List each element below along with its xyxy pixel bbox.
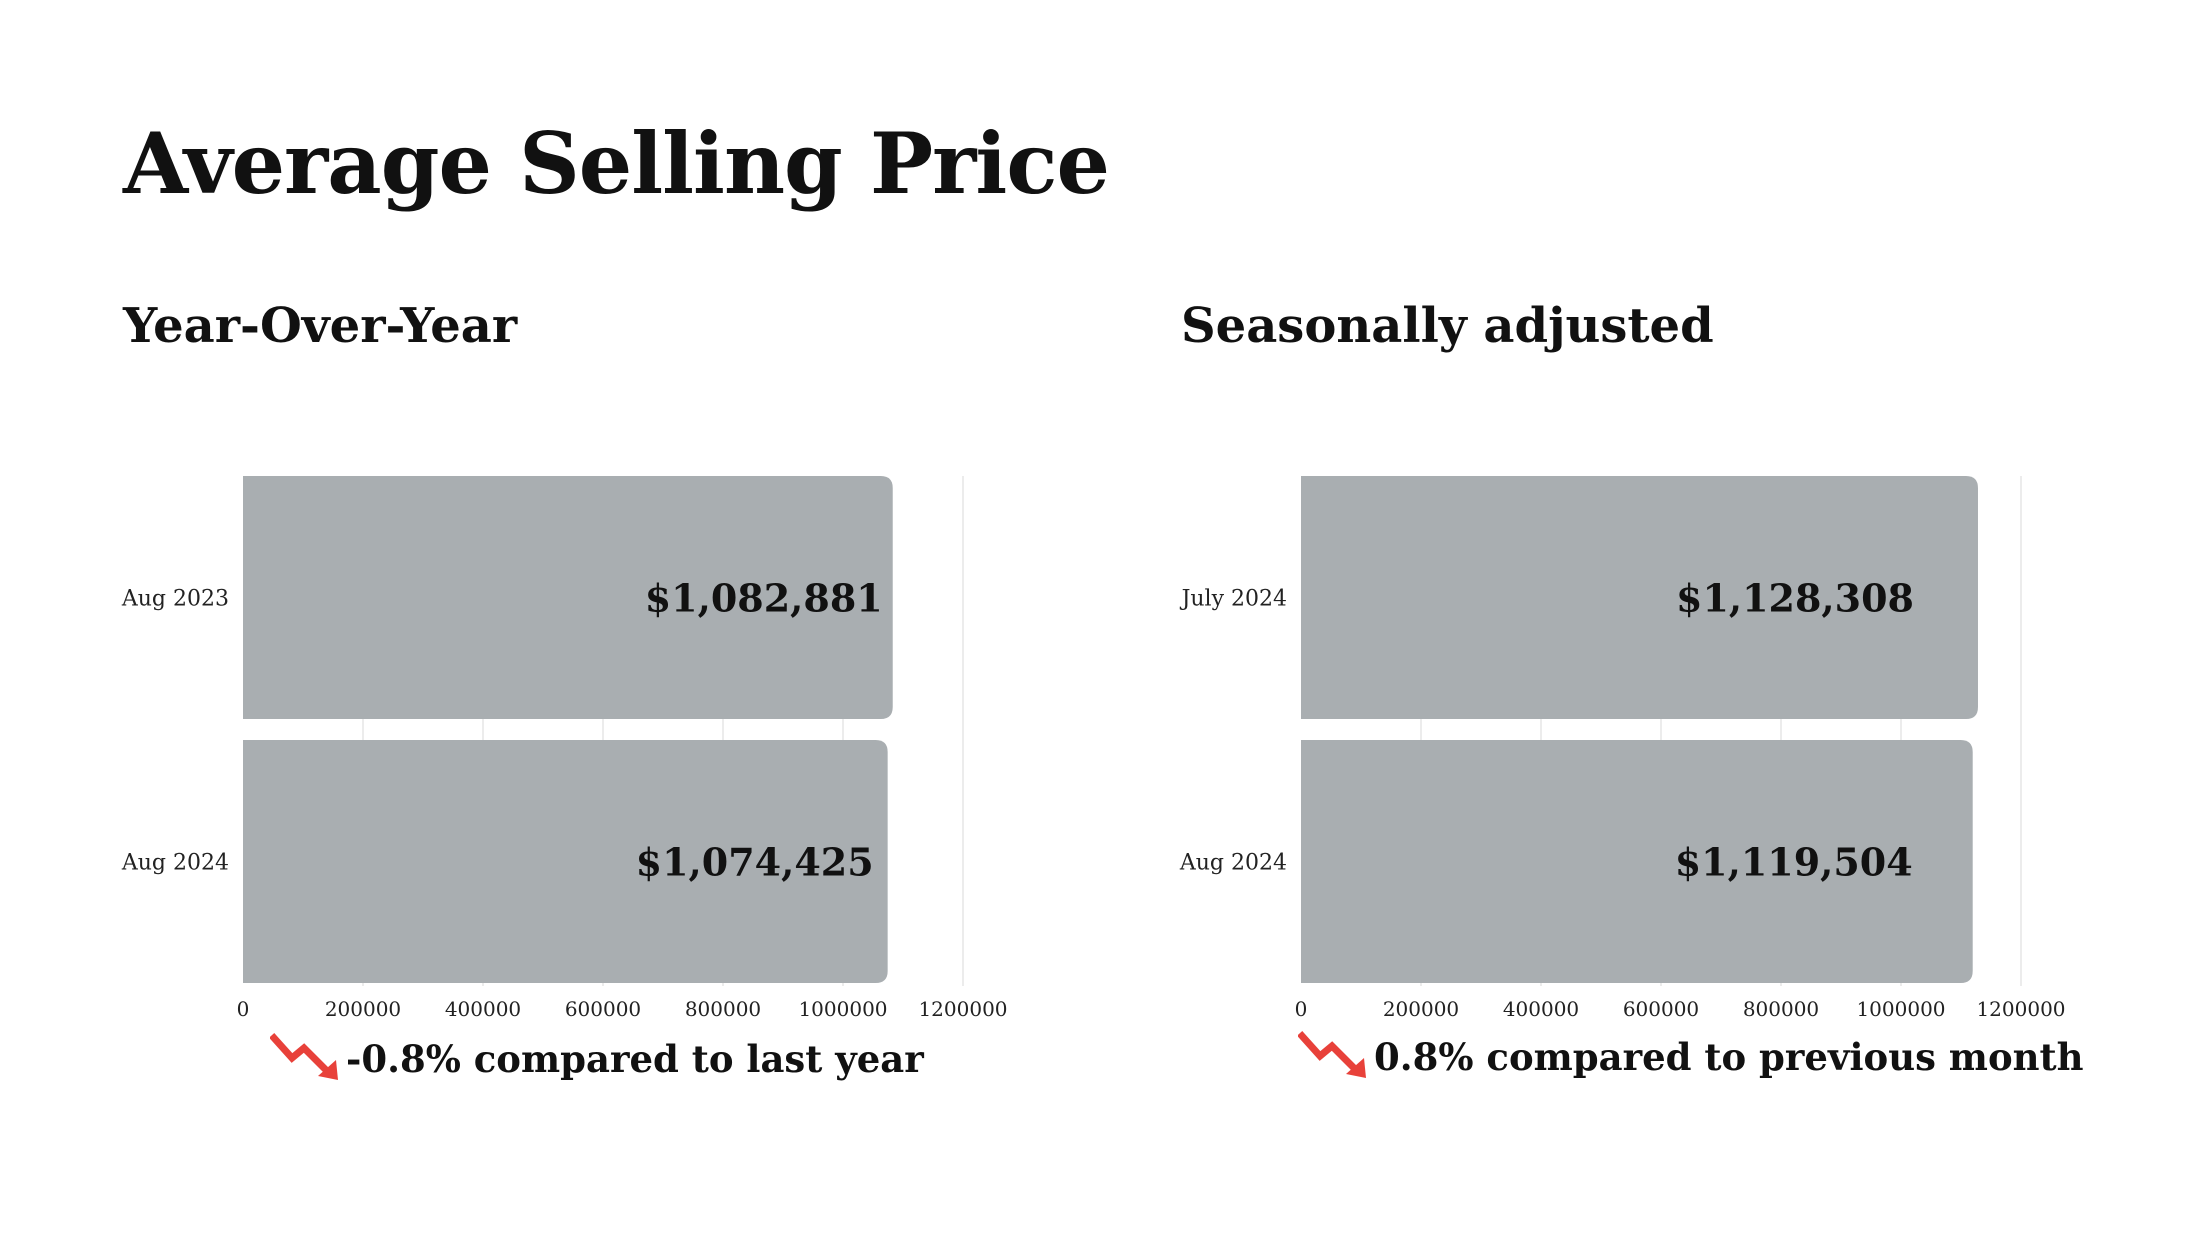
x-tick-label: 800000: [1743, 997, 1819, 1021]
summary-text: -0.8% compared to last year: [346, 1036, 924, 1081]
x-tick-label: 600000: [1623, 997, 1699, 1021]
x-tick-label: 200000: [325, 997, 401, 1021]
summary-year-over-year: -0.8% compared to last year: [270, 1032, 924, 1086]
bar-chart-seasonally-adjusted: July 2024 $1,128,308 Aug 2024 $1,119,504 0 20…: [1179, 476, 2066, 1021]
chart-title-year-over-year: Year-Over-Year: [123, 298, 518, 354]
page-title: Average Selling Price: [123, 114, 1110, 213]
x-tick-label: 200000: [1383, 997, 1459, 1021]
trend-down-arrow-icon: [1298, 1031, 1366, 1078]
data-label: $1,082,881: [645, 576, 883, 621]
category-label: Aug 2024: [1179, 851, 1287, 876]
x-tick-label: 600000: [565, 997, 641, 1021]
bar-july-2024: [1301, 476, 1978, 719]
data-label: $1,119,504: [1675, 840, 1913, 885]
summary-seasonally-adjusted: 0.8% compared to previous month: [1298, 1030, 2084, 1084]
category-label: July 2024: [1180, 587, 1287, 612]
category-label: Aug 2023: [121, 587, 229, 612]
x-tick-label: 400000: [1503, 997, 1579, 1021]
summary-text: 0.8% compared to previous month: [1374, 1034, 2084, 1079]
x-tick-label: 0: [237, 997, 250, 1021]
x-tick-label: 1000000: [798, 997, 887, 1021]
bar-chart-year-over-year: Aug 2023 $1,082,881 Aug 2024 $1,074,425 0 200…: [121, 476, 1008, 1021]
x-tick-label: 0: [1295, 997, 1308, 1021]
data-label: $1,128,308: [1676, 576, 1914, 621]
bar-aug-2024: [1301, 740, 1973, 983]
x-tick-label: 400000: [445, 997, 521, 1021]
bar-aug-2023: [243, 476, 893, 719]
category-label: Aug 2024: [121, 851, 229, 876]
x-tick-label: 1200000: [1976, 997, 2065, 1021]
x-tick-label: 800000: [685, 997, 761, 1021]
x-tick-label: 1000000: [1856, 997, 1945, 1021]
data-label: $1,074,425: [636, 840, 874, 885]
trend-down-arrow-icon: [270, 1033, 338, 1080]
x-tick-label: 1200000: [918, 997, 1007, 1021]
bar-aug-2024: [243, 740, 888, 983]
chart-title-seasonally-adjusted: Seasonally adjusted: [1181, 298, 1714, 354]
